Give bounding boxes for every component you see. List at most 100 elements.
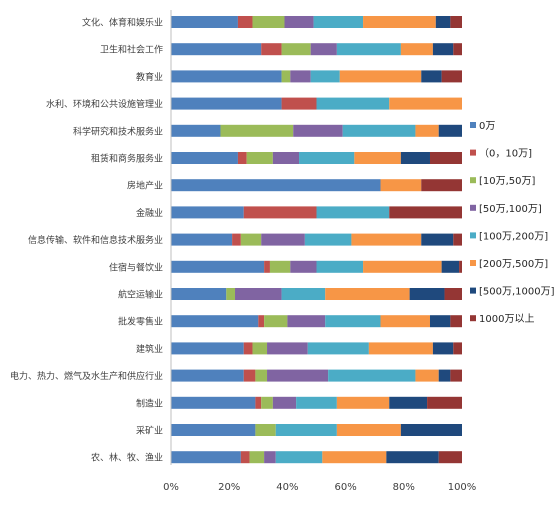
bar-segment xyxy=(363,16,436,28)
category-label: 建筑业 xyxy=(136,343,163,355)
category-label: 房地产业 xyxy=(127,180,163,192)
x-tick-label: 60% xyxy=(334,482,356,493)
x-tick-label: 20% xyxy=(218,482,240,493)
bar-segment xyxy=(171,369,244,382)
bar-segment xyxy=(252,342,268,355)
bar-segment xyxy=(328,369,416,382)
bar-segment xyxy=(272,152,300,164)
bar-segment xyxy=(243,206,317,219)
category-label: 租赁和商务服务业 xyxy=(91,153,163,165)
bar-segment xyxy=(246,152,273,164)
bar-segment xyxy=(444,288,462,300)
bar-segment xyxy=(336,396,390,409)
bar-segment xyxy=(272,396,297,409)
bar-segment xyxy=(261,43,282,56)
bar-segment xyxy=(299,152,355,164)
bar-segment xyxy=(293,124,343,137)
bar-segment xyxy=(255,396,262,409)
bar-segment xyxy=(415,369,439,382)
category-label: 航空运输业 xyxy=(118,289,163,301)
bar-segment xyxy=(432,43,454,56)
bar-segment xyxy=(269,260,291,273)
bar-segment xyxy=(336,424,401,436)
bar-segment xyxy=(243,342,253,355)
legend-swatch xyxy=(470,260,476,266)
legend-swatch xyxy=(470,122,476,128)
bar-segment xyxy=(235,288,282,300)
category-label: 住宿与餐饮业 xyxy=(109,261,163,273)
bar-segment xyxy=(281,97,317,110)
bar-segment xyxy=(380,179,422,192)
x-tick-label: 80% xyxy=(393,482,415,493)
bar-segment xyxy=(275,451,323,464)
bar-segment xyxy=(438,124,462,137)
bar-segment xyxy=(441,260,460,273)
legend-label: 0万 xyxy=(479,121,495,132)
bar-segment xyxy=(171,152,238,164)
bar-segment xyxy=(240,451,250,464)
bar-segment xyxy=(409,288,445,300)
bar-segment xyxy=(237,16,253,28)
bar-segment xyxy=(275,424,337,436)
legend-swatch xyxy=(470,315,476,322)
bar-segment xyxy=(171,451,241,464)
bar-segment xyxy=(267,342,308,355)
legend-label: 1000万以上 xyxy=(479,313,534,325)
bar-segment xyxy=(281,43,311,56)
category-label: 卫生和社会工作 xyxy=(100,44,163,56)
category-labels: 文化、体育和娱乐业卫生和社会工作教育业水利、环境和公共设施管理业科学研究和技术服… xyxy=(10,17,163,464)
bar-segment xyxy=(171,260,265,273)
bar-segment xyxy=(255,424,276,436)
bar-segment xyxy=(380,315,430,328)
bar-segment xyxy=(171,97,282,110)
bar-segment xyxy=(389,206,462,219)
category-label: 电力、热力、燃气及水生产和供应行业 xyxy=(10,370,163,382)
bar-segment xyxy=(264,451,276,464)
bar-segment xyxy=(453,43,462,56)
category-label: 金融业 xyxy=(136,207,163,219)
bar-segment xyxy=(400,43,433,56)
legend: 0万 （0，10万] [10万,50万] [50万,100万] [100万,200万] [… xyxy=(470,121,554,325)
legend-label: [500万,1000万] xyxy=(479,287,554,298)
bar-segment xyxy=(171,288,227,300)
bar-segment xyxy=(432,342,454,355)
category-label: 水利、环境和公共设施管理业 xyxy=(46,98,163,110)
bars xyxy=(171,16,462,464)
bar-segment xyxy=(307,342,369,355)
x-axis: 0% 20% 40% 60% 80% 100% xyxy=(163,10,476,493)
bar-segment xyxy=(429,315,451,328)
bar-segment xyxy=(267,369,329,382)
bar-segment xyxy=(339,70,422,83)
bar-segment xyxy=(171,70,282,83)
bar-segment xyxy=(415,124,439,137)
bar-segment xyxy=(171,233,233,246)
bar-segment xyxy=(421,70,442,83)
bar-segment xyxy=(342,124,416,137)
bar-segment xyxy=(258,315,265,328)
bar-segment xyxy=(281,288,326,300)
bar-segment xyxy=(389,97,462,110)
bar-segment xyxy=(261,396,273,409)
x-tick-label: 0% xyxy=(163,482,179,493)
bar-segment xyxy=(264,315,288,328)
bar-segment xyxy=(243,369,256,382)
bar-segment xyxy=(438,369,451,382)
category-label: 批发零售业 xyxy=(118,316,163,328)
category-label: 教育业 xyxy=(136,71,163,83)
bar-segment xyxy=(252,16,285,28)
legend-label: [100万,200万] xyxy=(479,231,548,242)
bar-segment xyxy=(450,369,462,382)
bar-segment xyxy=(400,152,430,164)
legend-swatch xyxy=(470,287,476,294)
bar-segment xyxy=(264,260,270,273)
category-label: 信息传输、软件和信息技术服务业 xyxy=(28,234,163,246)
bar-segment xyxy=(171,424,256,436)
bar-segment xyxy=(325,288,410,300)
bar-segment xyxy=(171,396,256,409)
category-label: 农、林、牧、渔业 xyxy=(91,452,163,464)
bar-segment xyxy=(368,342,433,355)
bar-segment xyxy=(171,315,259,328)
bar-segment xyxy=(296,396,337,409)
bar-segment xyxy=(325,315,381,328)
